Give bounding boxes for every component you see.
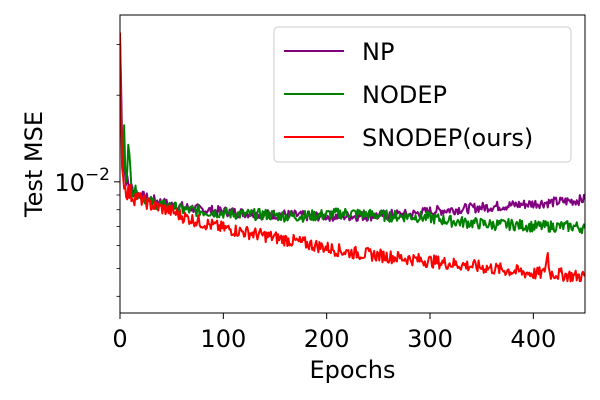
series-line-2 <box>120 32 585 283</box>
legend-label: NP <box>362 38 394 66</box>
series-line-0 <box>120 36 585 222</box>
plot-area <box>120 32 585 283</box>
legend-label: NODEP <box>362 81 447 109</box>
legend: NP NODEP SNODEP(ours) <box>273 26 572 163</box>
x-tick-label: 100 <box>200 325 246 353</box>
axes: 0 100 200 300 400 10−2 Epochs Test MSE <box>20 14 586 384</box>
x-axis-label: Epochs <box>310 356 396 384</box>
y-axis-label: Test MSE <box>20 111 48 218</box>
x-tick-label: 300 <box>407 325 453 353</box>
series-line-1 <box>120 49 585 235</box>
legend-box <box>273 26 572 163</box>
x-tick-label: 0 <box>112 325 127 353</box>
axes-frame <box>119 14 586 314</box>
y-tick-label: 10−2 <box>54 165 110 197</box>
legend-label: SNODEP(ours) <box>362 124 533 152</box>
x-tick-label: 400 <box>510 325 556 353</box>
x-tick-label: 200 <box>304 325 350 353</box>
